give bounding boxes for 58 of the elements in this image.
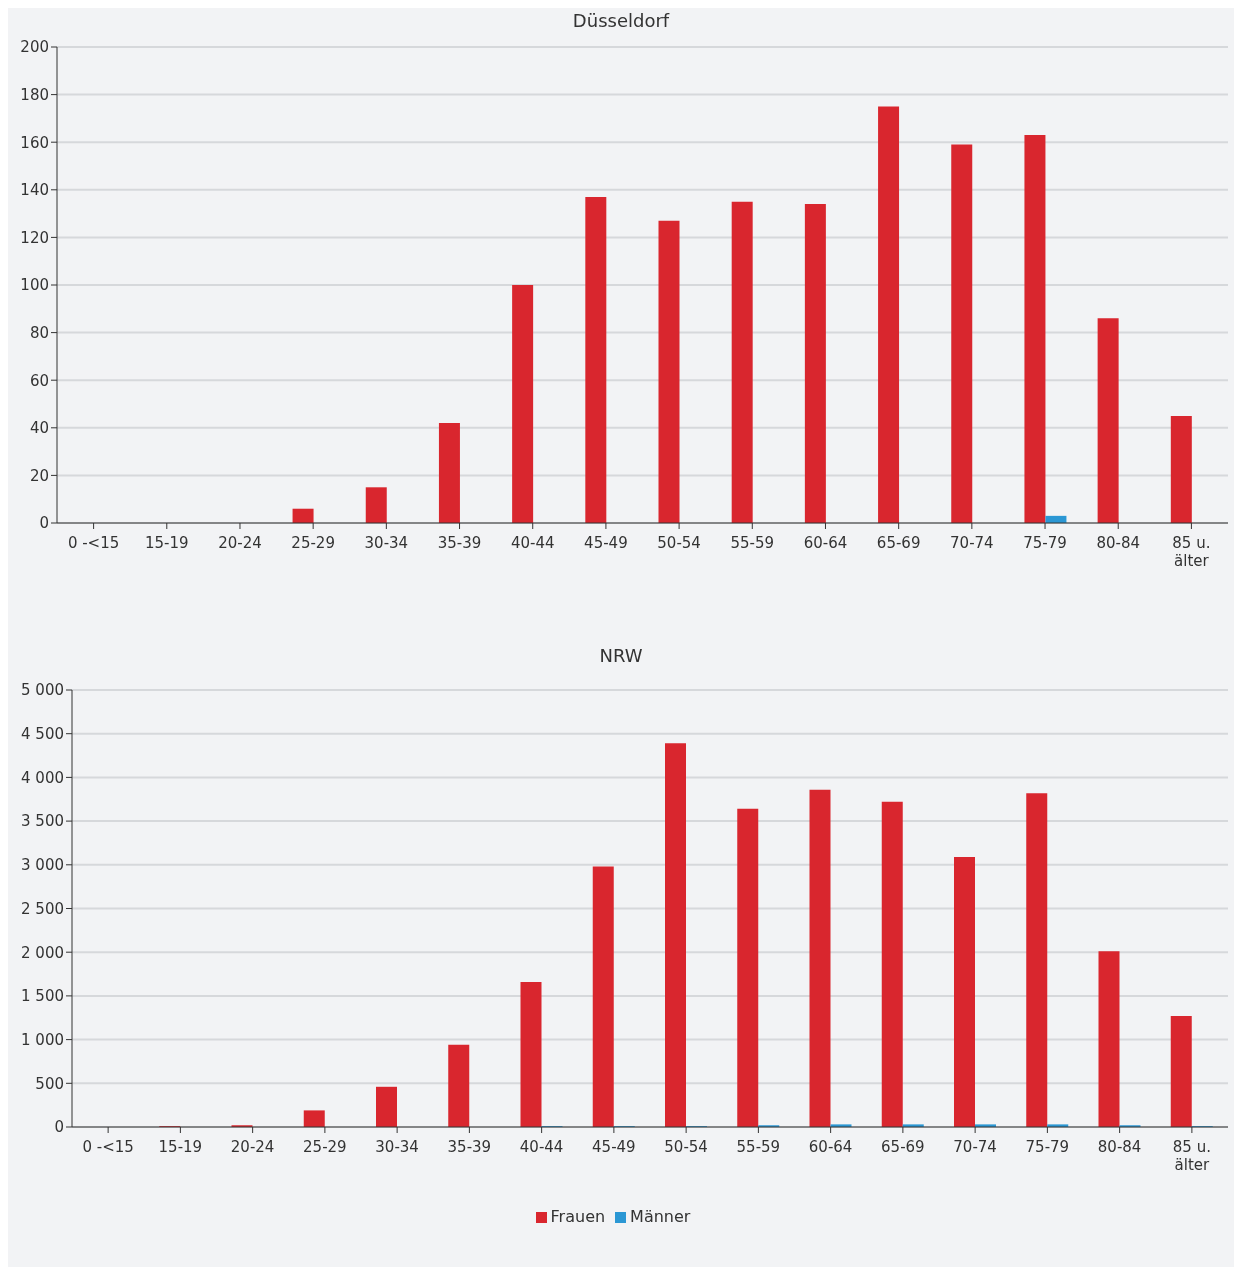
y-tick-label: 500 [35, 1074, 64, 1093]
x-tick-label: 20-24 [230, 1138, 275, 1156]
y-tick-label: 40 [29, 419, 49, 438]
y-tick-label: 140 [20, 181, 49, 200]
x-tick-label: 25-29 [291, 534, 335, 552]
y-tick-label: 160 [20, 133, 49, 152]
legend-label: Frauen [550, 1207, 606, 1226]
y-tick-label: 20 [29, 466, 49, 485]
x-tick-label: 85 u. älter [1172, 1138, 1211, 1174]
x-tick-label: 70-74 [950, 534, 994, 552]
x-tick-label: 55-59 [736, 1138, 781, 1156]
y-tick-label: 2 500 [21, 899, 64, 918]
y-tick-label: 80 [29, 323, 49, 342]
x-tick-label: 50-54 [657, 534, 701, 552]
x-tick-label: 70-74 [953, 1138, 997, 1156]
x-tick-label: 50-54 [664, 1138, 708, 1156]
x-tick-label: 65-69 [876, 534, 921, 552]
y-tick-label: 3 500 [21, 812, 64, 831]
x-tick-label: 15-19 [158, 1138, 203, 1156]
x-tick-label: 45-49 [584, 534, 628, 552]
y-tick-label: 1 500 [21, 987, 64, 1006]
x-tick-label: 40-44 [510, 534, 555, 552]
x-tick-label: 0 -<15 [82, 1138, 134, 1156]
y-tick-label: 4 000 [21, 768, 64, 787]
x-tick-label: 60-64 [808, 1138, 853, 1156]
x-tick-label: 35-39 [437, 534, 482, 552]
y-tick-label: 1 000 [21, 1030, 64, 1049]
x-tick-label: 35-39 [447, 1138, 492, 1156]
x-tick-label: 55-59 [730, 534, 775, 552]
x-tick-label: 75-79 [1023, 534, 1067, 552]
x-tick-label: 80-84 [1096, 534, 1141, 552]
y-tick-label: 4 500 [21, 725, 64, 744]
y-tick-label: 180 [20, 85, 49, 104]
y-tick-label: 0 [39, 514, 49, 533]
x-tick-label: 0 -<15 [67, 534, 120, 552]
x-tick-label: 80-84 [1097, 1138, 1142, 1156]
chart-title: NRW [598, 644, 644, 668]
x-tick-label: 85 u. älter [1172, 534, 1211, 570]
x-tick-label: 30-34 [375, 1138, 419, 1156]
y-tick-label: 60 [29, 371, 49, 390]
x-tick-label: 65-69 [881, 1138, 925, 1156]
y-tick-label: 5 000 [21, 681, 64, 700]
x-tick-label: 75-79 [1025, 1138, 1070, 1156]
y-tick-label: 3 000 [21, 856, 64, 875]
x-tick-label: 20-24 [218, 534, 262, 552]
y-tick-label: 2 000 [21, 943, 64, 962]
y-tick-label: 0 [54, 1118, 64, 1137]
legend-label: Männer [630, 1207, 691, 1226]
x-tick-label: 60-64 [803, 534, 848, 552]
y-tick-label: 100 [20, 276, 49, 295]
x-tick-label: 15-19 [144, 534, 189, 552]
y-tick-label: 120 [20, 228, 49, 247]
chart-title: Düsseldorf [571, 9, 671, 33]
x-tick-label: 45-49 [592, 1138, 636, 1156]
x-tick-label: 30-34 [364, 534, 409, 552]
x-tick-label: 40-44 [519, 1138, 564, 1156]
x-tick-label: 25-29 [303, 1138, 347, 1156]
y-tick-label: 200 [20, 38, 49, 57]
